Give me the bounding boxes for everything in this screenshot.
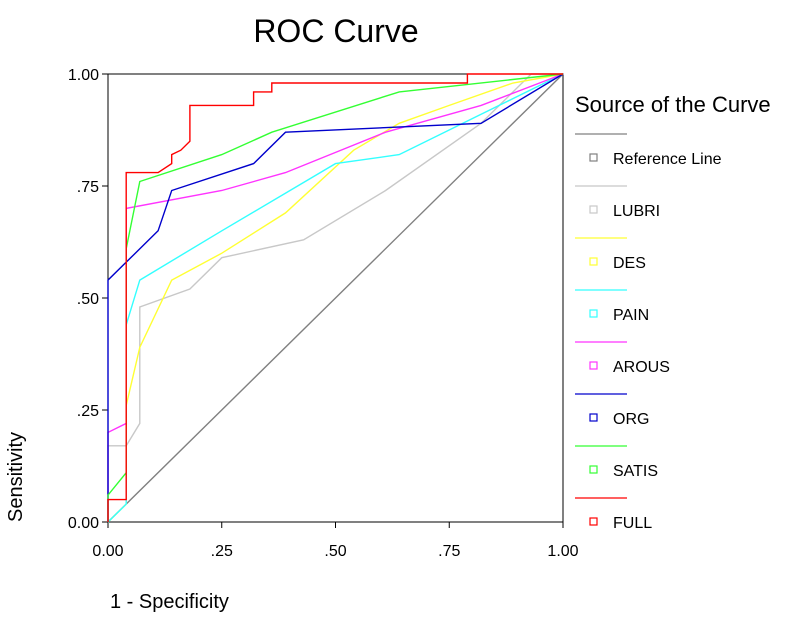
series-line-lubri — [107, 73, 563, 522]
x-tick-label: 0.00 — [92, 543, 123, 560]
legend-label-satis: SATIS — [613, 463, 658, 480]
legend-label-reference-line: Reference Line — [613, 151, 722, 168]
x-tick-label: .75 — [438, 543, 460, 560]
legend-title: Source of the Curve — [575, 92, 771, 117]
series-line-arous — [107, 73, 564, 522]
x-tick-label: 1.00 — [547, 543, 578, 560]
legend-label-org: ORG — [613, 411, 649, 428]
legend-marker-lubri — [589, 205, 598, 214]
y-tick-label: .75 — [77, 179, 99, 196]
legend-marker-arous — [589, 361, 598, 370]
y-tick-label: .50 — [77, 291, 99, 308]
y-tick-label: 0.00 — [68, 515, 99, 532]
legend-label-pain: PAIN — [613, 307, 649, 324]
legend-label-des: DES — [613, 255, 646, 272]
legend-marker-pain — [589, 309, 598, 318]
y-tick-label: 1.00 — [68, 67, 99, 84]
x-tick-label: .25 — [211, 543, 233, 560]
series-line-satis — [107, 73, 564, 522]
series-line-full — [107, 73, 563, 522]
x-tick-label: .50 — [324, 543, 346, 560]
legend-marker-satis — [589, 465, 598, 474]
series-line-org — [107, 73, 564, 522]
legend-marker-des — [589, 257, 598, 266]
legend-marker-reference-line — [589, 153, 598, 162]
legend-marker-org — [589, 413, 598, 422]
legend-label-full: FULL — [613, 515, 652, 532]
x-axis-label: 1 - Specificity — [110, 591, 229, 613]
legend: Source of the Curve Reference Line LUBRI D… — [575, 92, 771, 532]
plot-area: 0.00 0.00 .25 .25 .50 .50 .75 .75 1.00 1.00 — [68, 67, 579, 560]
series-line-reference-line — [107, 73, 564, 523]
legend-marker-full — [589, 517, 598, 526]
legend-label-lubri: LUBRI — [613, 203, 660, 220]
chart-title: ROC Curve — [253, 13, 418, 49]
y-axis-label: Sensitivity — [5, 432, 27, 522]
legend-label-arous: AROUS — [613, 359, 670, 376]
y-tick-label: .25 — [77, 403, 99, 420]
